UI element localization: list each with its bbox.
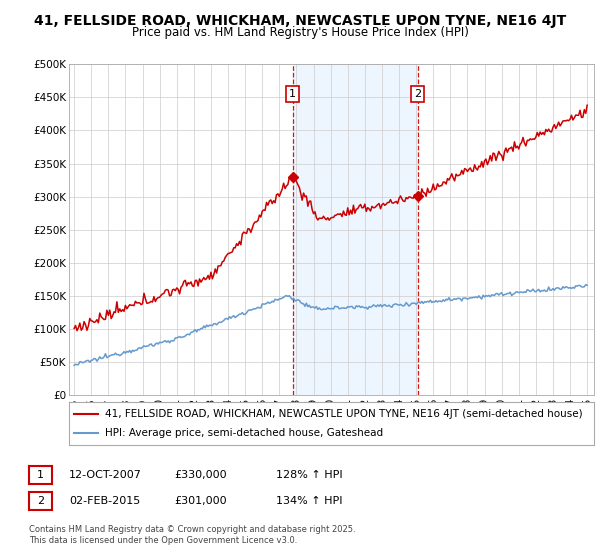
Text: 1: 1: [289, 89, 296, 99]
Text: Contains HM Land Registry data © Crown copyright and database right 2025.
This d: Contains HM Land Registry data © Crown c…: [29, 525, 355, 545]
Text: Price paid vs. HM Land Registry's House Price Index (HPI): Price paid vs. HM Land Registry's House …: [131, 26, 469, 39]
Text: 1: 1: [37, 470, 44, 480]
Text: £330,000: £330,000: [174, 470, 227, 480]
Text: HPI: Average price, semi-detached house, Gateshead: HPI: Average price, semi-detached house,…: [105, 428, 383, 438]
Bar: [293, 64, 418, 395]
Text: 134% ↑ HPI: 134% ↑ HPI: [276, 496, 343, 506]
Text: 2: 2: [414, 89, 421, 99]
Text: £301,000: £301,000: [174, 496, 227, 506]
Text: 02-FEB-2015: 02-FEB-2015: [69, 496, 140, 506]
Text: 41, FELLSIDE ROAD, WHICKHAM, NEWCASTLE UPON TYNE, NE16 4JT: 41, FELLSIDE ROAD, WHICKHAM, NEWCASTLE U…: [34, 14, 566, 28]
Text: 128% ↑ HPI: 128% ↑ HPI: [276, 470, 343, 480]
Text: 41, FELLSIDE ROAD, WHICKHAM, NEWCASTLE UPON TYNE, NE16 4JT (semi-detached house): 41, FELLSIDE ROAD, WHICKHAM, NEWCASTLE U…: [105, 409, 583, 419]
Text: 12-OCT-2007: 12-OCT-2007: [69, 470, 142, 480]
Text: 2: 2: [37, 496, 44, 506]
